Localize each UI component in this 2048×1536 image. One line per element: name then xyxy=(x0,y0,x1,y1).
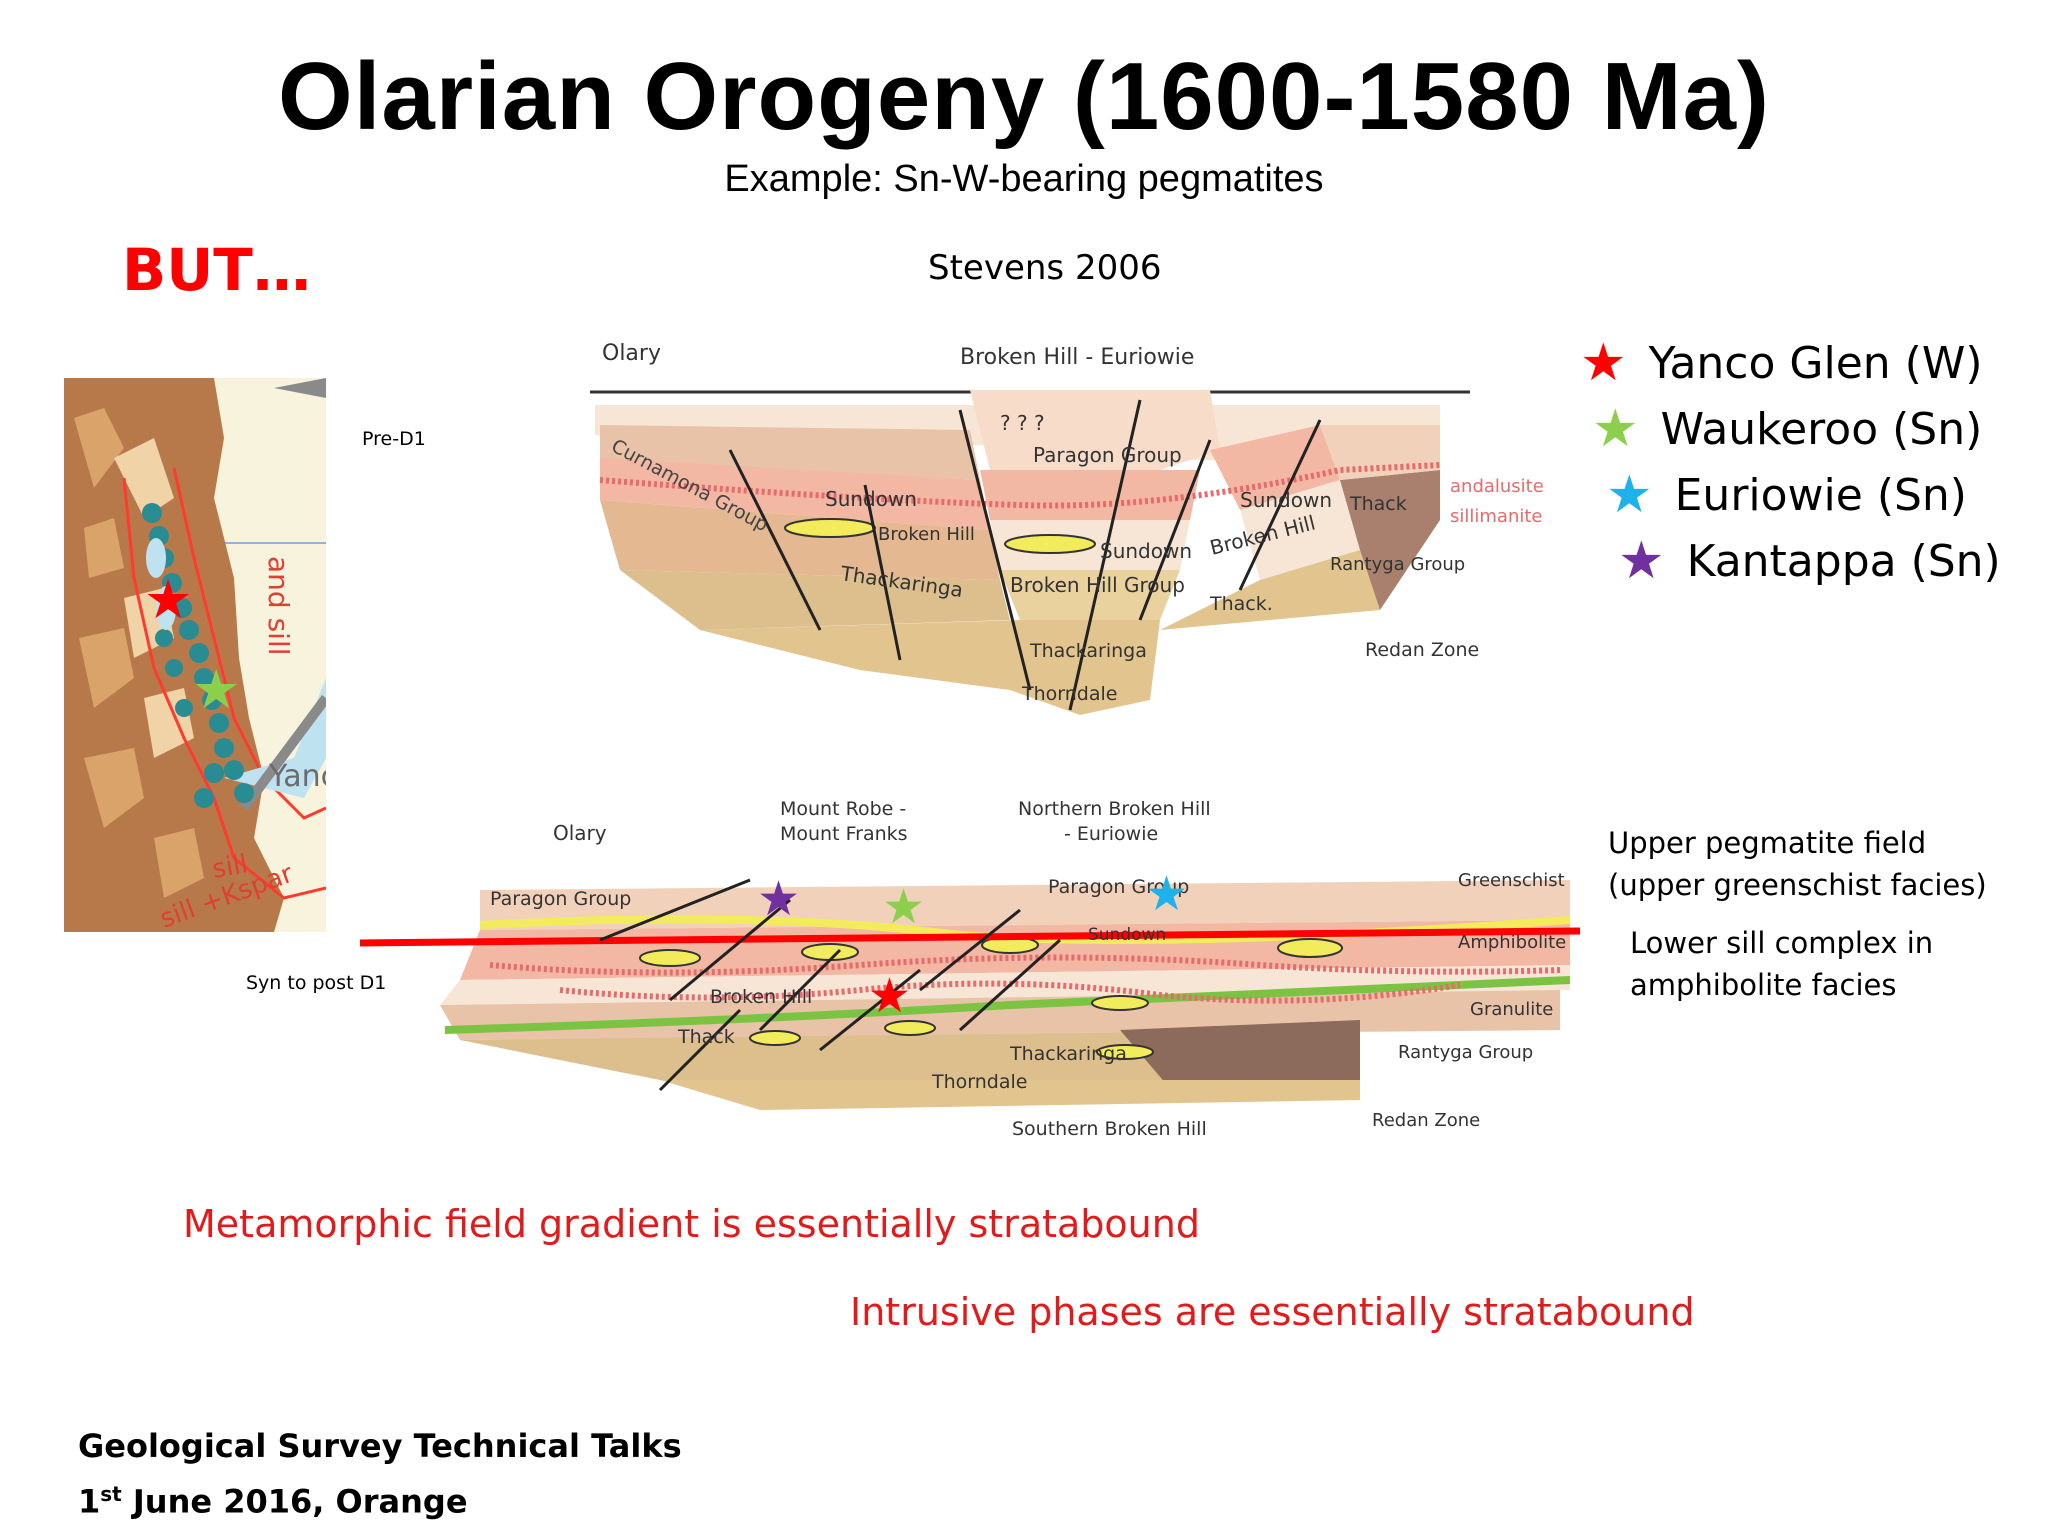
annotation-line: amphibolite facies xyxy=(1630,968,1897,1002)
legend-item-kantappa: ★ Kantappa (Sn) xyxy=(1618,528,2001,594)
star-icon: ★ xyxy=(1592,399,1639,459)
label-greenschist: Greenschist xyxy=(1458,870,1565,891)
label-thorndale: Thorndale xyxy=(931,1071,1027,1093)
label-thackaringa-low: Thackaringa xyxy=(1029,640,1147,662)
annotation-line: Lower sill complex in xyxy=(1630,926,1934,960)
note-metamorphic-gradient: Metamorphic field gradient is essentiall… xyxy=(183,1202,1200,1246)
label-question-marks: ? ? ? xyxy=(1000,411,1045,435)
upper-pegmatite-annotation: Upper pegmatite field (upper greenschist… xyxy=(1608,822,1987,906)
label-redan-zone: Redan Zone xyxy=(1365,639,1479,661)
label-rantyga-group: Rantyga Group xyxy=(1330,554,1465,575)
legend-item-waukeroo: ★ Waukeroo (Sn) xyxy=(1592,396,2001,462)
label-amphibolite: Amphibolite xyxy=(1458,932,1566,953)
label-broken-hill: Broken Hill xyxy=(710,986,812,1008)
label-paragon-group: Paragon Group xyxy=(1033,443,1182,467)
label-paragon-mid: Paragon Group xyxy=(1048,876,1189,898)
annotation-line: Upper pegmatite field xyxy=(1608,826,1927,860)
legend: ★ Yanco Glen (W) ★ Waukeroo (Sn) ★ Eurio… xyxy=(1580,330,2001,594)
map-label-sill: sill xyxy=(210,849,250,885)
label-paragon-left: Paragon Group xyxy=(490,888,631,910)
label-broken-hill-group: Broken Hill Group xyxy=(1010,573,1185,597)
label-sillimanite: sillimanite xyxy=(1450,506,1543,527)
label-sundown-right: Sundown xyxy=(1240,488,1332,512)
label-sundown: Sundown xyxy=(1088,925,1166,945)
note-intrusive-phases: Intrusive phases are essentially stratab… xyxy=(850,1290,1695,1334)
label-rantyga-group: Rantyga Group xyxy=(1398,1042,1533,1063)
footer-line-2: 1st June 2016, Orange xyxy=(78,1482,468,1521)
label-northern-broken-hill: Northern Broken Hill xyxy=(1018,798,1211,820)
label-mount-robe: Mount Robe - xyxy=(780,798,906,820)
star-icon: ★ xyxy=(882,879,925,935)
but-heading: BUT… xyxy=(122,236,311,304)
label-southern-broken-hill: Southern Broken Hill xyxy=(1012,1118,1207,1140)
label-granulite: Granulite xyxy=(1470,999,1553,1020)
section-top-label: Pre-D1 xyxy=(362,428,426,450)
star-icon: ★ xyxy=(1618,531,1665,591)
star-icon: ★ xyxy=(1145,866,1188,922)
star-icon: ★ xyxy=(1606,465,1653,525)
legend-label: Yanco Glen (W) xyxy=(1648,337,1983,389)
label-broken-hill-euriowie: Broken Hill - Euriowie xyxy=(960,345,1194,370)
footer-line-1: Geological Survey Technical Talks xyxy=(78,1427,682,1465)
star-icon: ★ xyxy=(192,658,240,721)
legend-label: Waukeroo (Sn) xyxy=(1660,403,1983,455)
label-mount-franks: Mount Franks xyxy=(780,823,908,845)
star-icon: ★ xyxy=(868,968,911,1024)
slide-subtitle: Example: Sn-W-bearing pegmatites xyxy=(724,158,1324,200)
label-andalusite: andalusite xyxy=(1450,476,1544,497)
legend-label: Euriowie (Sn) xyxy=(1674,469,1967,521)
map-label-and-sill: and sill xyxy=(262,556,295,656)
inset-map: and sill Yanc sill sill +Kspar ★ ★ xyxy=(64,378,326,932)
section-bottom-label: Syn to post D1 xyxy=(246,972,387,994)
label-thack: Thack xyxy=(677,1026,735,1048)
label-redan-zone: Redan Zone xyxy=(1372,1110,1480,1131)
star-icon: ★ xyxy=(1580,333,1627,393)
label-olary: Olary xyxy=(553,821,607,845)
label-thack-mid: Thack. xyxy=(1209,593,1273,615)
label-thack-right: Thack xyxy=(1349,493,1407,515)
star-icon: ★ xyxy=(757,871,800,927)
cross-section-syn-post-d1: Olary Mount Robe - Mount Franks Northern… xyxy=(360,798,1581,1140)
label-thorndale: Thorndale xyxy=(1021,683,1117,705)
label-broken-hill-left: Broken Hill xyxy=(878,524,975,545)
legend-item-euriowie: ★ Euriowie (Sn) xyxy=(1606,462,2001,528)
label-sundown-mid: Sundown xyxy=(1100,539,1192,563)
label-thackaringa: Thackaringa xyxy=(1009,1043,1127,1065)
slide-title: Olarian Orogeny (1600-1580 Ma) xyxy=(278,43,1770,150)
label-olary: Olary xyxy=(602,341,661,366)
cross-section-pre-d1: Olary Broken Hill - Euriowie ? ? ? Parag… xyxy=(590,341,1544,715)
legend-item-yanco-glen: ★ Yanco Glen (W) xyxy=(1580,330,2001,396)
label-sundown-left: Sundown xyxy=(825,487,917,511)
legend-label: Kantappa (Sn) xyxy=(1686,535,2001,587)
lower-sill-annotation: Lower sill complex in amphibolite facies xyxy=(1630,922,1933,1006)
citation: Stevens 2006 xyxy=(928,248,1162,288)
footer: Geological Survey Technical Talks 1st Ju… xyxy=(78,1422,682,1526)
label-euriowie: - Euriowie xyxy=(1064,823,1158,845)
map-label-yanco: Yanc xyxy=(268,759,326,794)
annotation-line: (upper greenschist facies) xyxy=(1608,868,1987,902)
star-icon: ★ xyxy=(144,568,192,631)
